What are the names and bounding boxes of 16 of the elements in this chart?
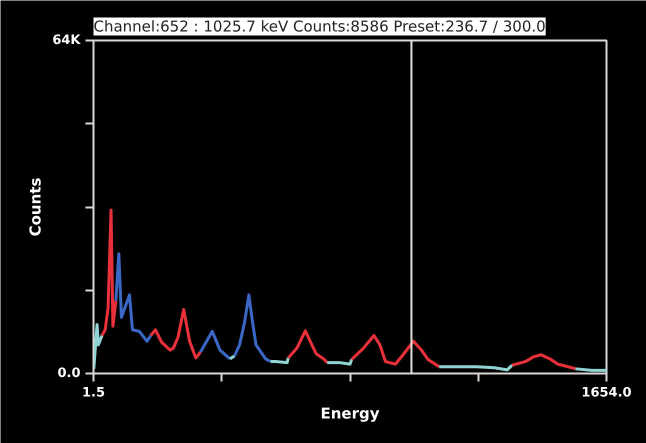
y-tick-label: 64K [52,33,82,48]
line-series [350,334,441,368]
y-tick-label: 0.0 [57,366,80,381]
line-series [510,353,577,370]
line-series [198,330,232,360]
line-series [286,329,329,364]
line-series [233,293,272,364]
y-axis-title: Counts [26,178,44,236]
line-series [114,252,152,343]
chart-title: Channel:652 : 1025.7 keV Counts:8586 Preset:236.7 / 300.0 [94,18,546,36]
x-tick-label: 1654.0 [581,386,632,400]
line-series [100,208,118,338]
x-tick-label: 1.5 [82,386,106,400]
line-series [149,308,202,360]
x-axis-title: Energy [320,404,380,422]
line-series [94,323,104,370]
